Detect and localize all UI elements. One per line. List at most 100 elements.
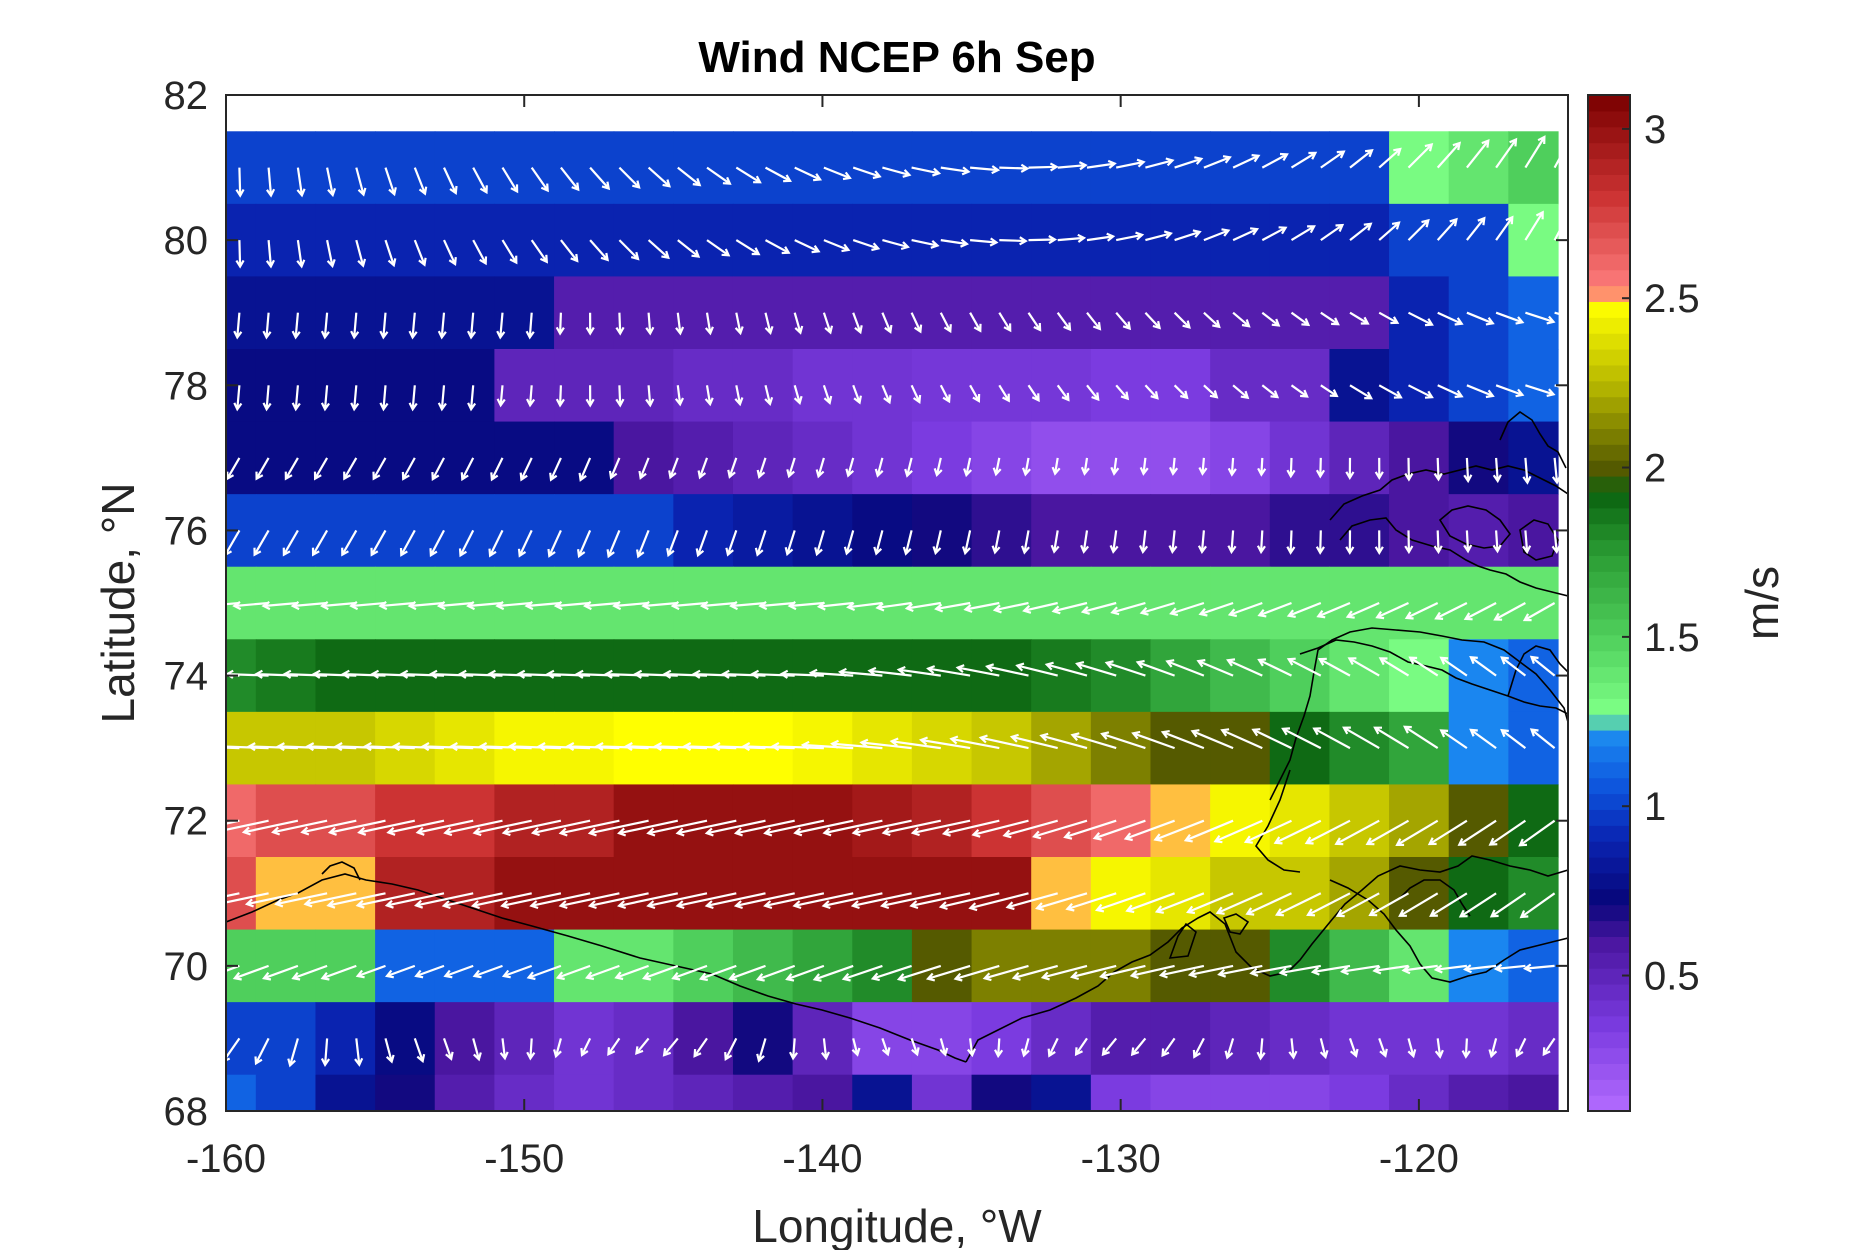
wind-arrow [1020,530,1030,555]
wind-arrow [789,1038,799,1061]
wind-arrow [1524,210,1544,241]
wind-arrow [1227,601,1263,618]
heatmap-cell [434,421,495,495]
heatmap-cell [1150,349,1211,423]
wind-arrow [379,385,389,412]
wind-arrow [1290,311,1311,327]
colorbar-tick-label: 3 [1644,108,1666,152]
wind-arrow [1243,819,1292,844]
wind-arrow [784,530,796,557]
wind-arrow [1320,311,1340,326]
heatmap-cell [1448,1002,1509,1076]
colorbar-swatch [1588,460,1630,477]
wind-arrow [1165,659,1205,677]
wind-arrow [845,457,855,478]
wind-arrow [992,457,1002,477]
wind-arrow [399,529,416,557]
heatmap-cell [1269,349,1331,423]
wind-arrow [949,735,1000,750]
wind-arrow [1404,530,1414,555]
wind-arrow [355,167,367,197]
wind-arrow [1469,656,1497,677]
wind-arrow [1374,457,1384,481]
wind-arrow [261,601,298,611]
heatmap-cell [554,929,615,1003]
wind-arrow [1022,601,1058,614]
wind-arrow [1408,311,1434,327]
wind-arrow [1463,602,1497,621]
wind-arrow [326,167,337,198]
wind-arrow [1100,731,1146,750]
wind-arrow [882,239,910,251]
wind-arrow [1437,384,1464,399]
heatmap-cell [255,494,317,568]
heatmap-cell [1150,494,1211,568]
wind-arrow [233,312,243,340]
plot-frame [225,94,1569,1112]
wind-arrow [911,1110,913,1111]
colorbar-swatch [1588,380,1630,398]
wind-arrow [852,384,862,405]
heatmap-cell [226,857,257,931]
wind-arrow [756,457,767,479]
wind-arrow [933,457,943,478]
heatmap-cell [1210,349,1271,423]
wind-arrow [1492,530,1502,554]
wind-arrow [785,964,825,982]
wind-arrow [1086,159,1117,169]
wind-arrow [794,166,823,182]
wind-arrow [770,741,824,752]
heatmap-cell [911,494,973,568]
wind-arrow [1015,662,1058,677]
wind-arrow [647,1110,649,1111]
heatmap-cell [255,421,317,495]
heatmap-cell [1090,276,1152,350]
wind-arrow [467,385,477,412]
wind-arrow [618,239,640,261]
heatmap-cell [554,349,615,423]
heatmap-cell [1508,1002,1559,1076]
wind-arrow [1021,457,1031,477]
wind-arrow [1070,732,1117,750]
wind-arrow [1197,530,1207,555]
wind-arrow [241,819,299,836]
heatmap-cell [971,421,1032,495]
wind-arrow [1086,312,1102,331]
heatmap-cell [1269,566,1331,640]
wind-arrow [940,1110,942,1111]
wind-arrow [1138,530,1149,555]
wind-arrow [319,601,357,611]
wind-arrow [1395,819,1439,846]
heatmap-cell [1210,131,1271,205]
x-tick-label: -120 [1379,1137,1459,1181]
heatmap-cell [315,1074,376,1111]
x-tick-label: -130 [1081,1137,1161,1181]
heatmap-cell [613,349,674,423]
wind-arrow [1169,457,1179,476]
wind-arrow [932,530,942,556]
colorbar-swatch [1588,809,1630,826]
heatmap-cell [971,566,1032,640]
colorbar-swatch [1588,396,1630,414]
wind-arrow [585,312,595,336]
wind-arrow [896,665,941,677]
heatmap-cell [255,1074,317,1111]
heatmap-cell [1448,494,1509,568]
heatmap-cell [1269,857,1331,931]
wind-arrow [823,239,851,253]
wind-arrow [1032,819,1088,840]
heatmap-cell [673,1074,734,1111]
heatmap-cell [554,276,615,350]
heatmap-cell [1269,929,1331,1003]
wind-arrow [1274,892,1322,917]
wind-arrow [1130,1037,1147,1057]
wind-arrow [1220,728,1263,750]
wind-arrow [1143,1110,1146,1111]
wind-arrow [1317,657,1351,677]
wind-arrow [472,819,532,837]
wind-arrow [705,1110,707,1111]
heatmap-cell [971,784,1032,858]
heatmap-cell [1150,639,1211,713]
heatmap-cell [792,203,853,278]
wind-arrow [1232,384,1250,400]
